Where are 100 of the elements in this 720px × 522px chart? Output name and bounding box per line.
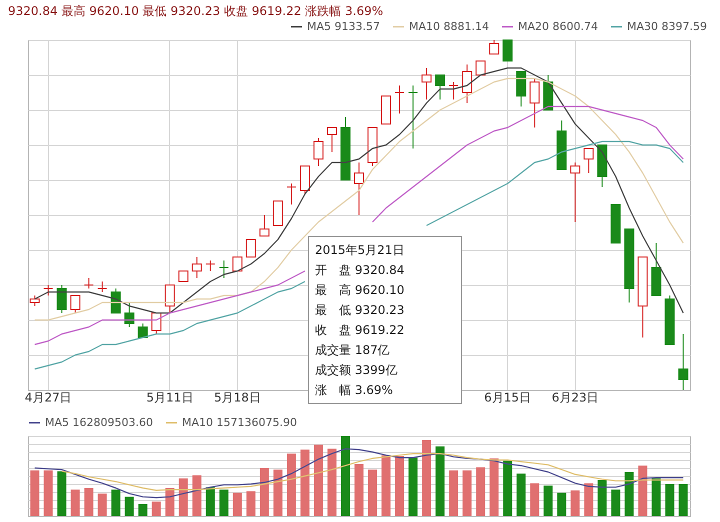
bar bbox=[462, 470, 472, 516]
annotation: 2015年5月21日 bbox=[315, 242, 406, 259]
candlestick bbox=[84, 278, 94, 289]
candlestick bbox=[584, 148, 594, 174]
bar bbox=[70, 490, 80, 516]
bar bbox=[476, 467, 486, 516]
legend-label: MA10 8881.14 bbox=[409, 20, 489, 33]
candlestick bbox=[164, 284, 175, 314]
bar bbox=[570, 490, 580, 516]
bar bbox=[273, 470, 282, 516]
bar bbox=[354, 464, 364, 516]
bar bbox=[665, 484, 674, 516]
bar bbox=[490, 458, 499, 516]
bar bbox=[300, 450, 310, 516]
candlestick bbox=[422, 68, 432, 100]
bar bbox=[516, 474, 526, 516]
bar bbox=[638, 466, 648, 516]
bar bbox=[408, 458, 418, 516]
candlestick bbox=[326, 127, 337, 152]
candlestick bbox=[30, 295, 40, 306]
bar bbox=[368, 470, 378, 516]
annotation: 最 高 9620.10 bbox=[315, 282, 406, 299]
candlestick bbox=[408, 85, 418, 149]
candlestick bbox=[124, 302, 134, 328]
candlestick bbox=[259, 214, 270, 236]
candlestick bbox=[678, 334, 688, 390]
bar bbox=[152, 502, 161, 516]
x-tick-label: 4月27日 bbox=[24, 390, 72, 404]
bar bbox=[84, 488, 94, 516]
candlestick bbox=[476, 60, 486, 76]
bar bbox=[422, 440, 432, 516]
candlestick bbox=[43, 284, 54, 296]
legend-label: MA5 162809503.60 bbox=[45, 416, 153, 429]
bar bbox=[544, 486, 553, 516]
annotation: 成交额 3399亿 bbox=[315, 362, 398, 379]
bar bbox=[232, 492, 242, 516]
candlestick bbox=[151, 312, 162, 334]
bar bbox=[246, 491, 256, 516]
candlestick bbox=[205, 260, 216, 272]
bar bbox=[124, 496, 134, 516]
bar bbox=[286, 454, 296, 516]
bar bbox=[395, 456, 404, 516]
bar bbox=[314, 444, 323, 516]
candlestick bbox=[462, 64, 472, 104]
bar bbox=[611, 490, 620, 516]
bar bbox=[30, 470, 40, 516]
legend-label: MA5 9133.57 bbox=[307, 20, 380, 33]
candlestick bbox=[394, 85, 405, 114]
bar bbox=[44, 470, 53, 516]
x-tick-label: 5月11日 bbox=[146, 390, 194, 404]
candlestick bbox=[313, 138, 324, 166]
bar bbox=[503, 460, 512, 516]
candlestick bbox=[570, 162, 580, 222]
bar bbox=[98, 494, 107, 516]
candlestick bbox=[56, 284, 67, 314]
annotation: 收 盘 9619.22 bbox=[315, 322, 406, 339]
candlestick bbox=[435, 74, 446, 100]
bar bbox=[340, 436, 350, 516]
legend-label: MA10 157136075.90 bbox=[182, 416, 297, 429]
legend-label: MA20 8600.74 bbox=[518, 20, 598, 33]
bar bbox=[57, 471, 66, 516]
candlestick bbox=[530, 78, 540, 128]
bar bbox=[652, 478, 661, 516]
candlestick bbox=[232, 256, 242, 272]
candlestick bbox=[138, 323, 148, 338]
bar bbox=[530, 483, 540, 516]
candlestick bbox=[502, 40, 513, 62]
bar bbox=[219, 490, 228, 516]
x-tick-label: 6月23日 bbox=[552, 390, 599, 404]
bar bbox=[598, 480, 607, 516]
annotation: 最 低 9320.23 bbox=[315, 302, 406, 319]
annotation: 开 盘 9320.84 bbox=[315, 262, 406, 279]
bar bbox=[111, 490, 120, 516]
bar bbox=[327, 448, 336, 516]
bar bbox=[260, 468, 269, 516]
bar bbox=[449, 470, 458, 516]
candlestick bbox=[448, 82, 459, 100]
candlestick bbox=[286, 183, 296, 205]
annotation: 成交量 187亿 bbox=[315, 342, 391, 359]
candlestick bbox=[218, 260, 229, 278]
annotation: 涨 幅 3.69% bbox=[315, 382, 394, 399]
candlestick bbox=[354, 162, 364, 216]
bar bbox=[382, 455, 391, 516]
candlestick bbox=[489, 40, 500, 54]
chart-title: 9320.84 最高 9620.10 最低 9320.23 收盘 9619.22 涨跌幅 3.69% bbox=[8, 3, 384, 20]
bar bbox=[436, 446, 445, 516]
bar bbox=[624, 472, 634, 516]
bar bbox=[678, 484, 688, 516]
bar bbox=[178, 478, 188, 516]
bar bbox=[557, 492, 566, 516]
bar bbox=[206, 487, 215, 516]
legend-label: MA30 8397.59 bbox=[627, 20, 707, 33]
candlestick bbox=[246, 239, 256, 258]
x-tick-label: 6月15日 bbox=[484, 390, 532, 404]
bar bbox=[138, 504, 148, 516]
candlestick bbox=[97, 281, 108, 292]
candlestick bbox=[178, 270, 188, 282]
candlestick bbox=[70, 295, 80, 314]
bar bbox=[584, 483, 594, 516]
x-tick-label: 5月18日 bbox=[214, 390, 261, 404]
